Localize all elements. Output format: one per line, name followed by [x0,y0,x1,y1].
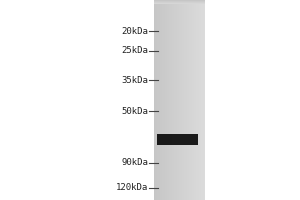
Text: 20kDa: 20kDa [122,27,148,36]
Text: 50kDa: 50kDa [122,107,148,116]
Text: 35kDa: 35kDa [122,76,148,85]
Text: 90kDa: 90kDa [122,158,148,167]
Text: 120kDa: 120kDa [116,183,148,192]
Text: 25kDa: 25kDa [122,46,148,55]
Bar [157,134,198,145]
